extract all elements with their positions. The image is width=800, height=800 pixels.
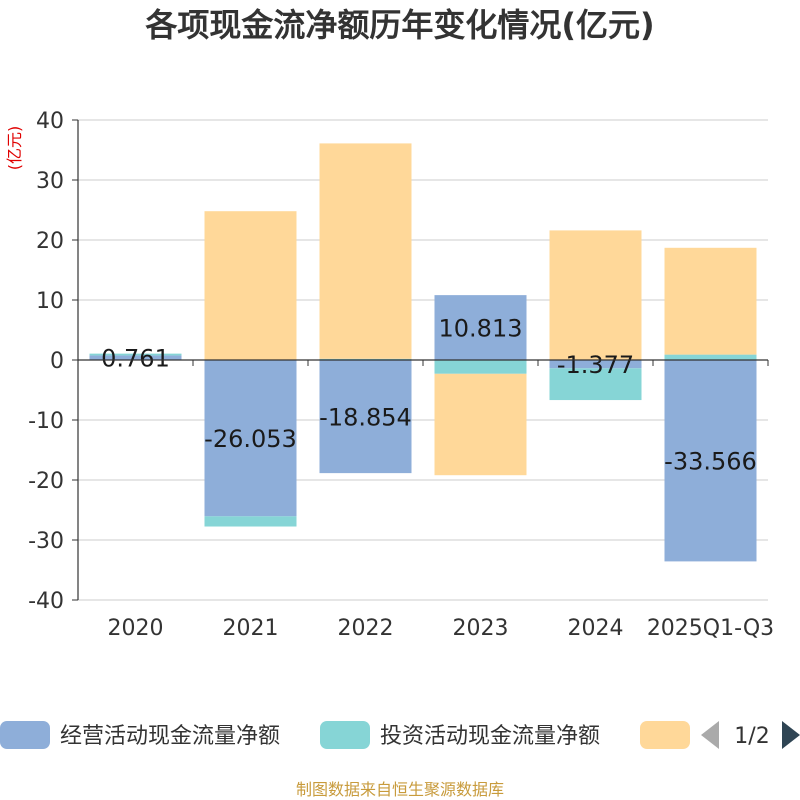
bar-2025Q1-Q3-series-1	[664, 354, 757, 360]
y-axis-unit: (亿元)	[5, 126, 24, 171]
data-labels: 0.761 -26.053 -18.854 10.813 -1.377 -33.566	[77, 315, 769, 476]
bar-2025Q1-Q3-series-0	[664, 360, 757, 562]
data-label: -1.377	[557, 351, 634, 379]
source-footer: 制图数据来自恒生聚源数据库	[296, 780, 504, 799]
x-tick-label: 2022	[338, 616, 394, 641]
x-tick-label: 2023	[453, 616, 509, 641]
legend: 经营活动现金流量净额 投资活动现金流量净额 1/2	[0, 721, 800, 749]
chart-title: 各项现金流净额历年变化情况(亿元)	[145, 6, 654, 44]
x-tick-label: 2021	[223, 616, 279, 641]
bar-2020-series-1	[89, 353, 182, 356]
bar-2021-series-1	[204, 516, 297, 527]
y-tick-label: -10	[28, 409, 64, 434]
x-tick-label: 2024	[568, 616, 624, 641]
axes: 40 30 20 10 0 -10 -20 -30 -40 2020 2021 2022 2023 202…	[28, 109, 774, 641]
bar-2023-series-2	[434, 373, 527, 476]
bar-2023-series-1	[434, 360, 527, 374]
y-tick-label: 0	[50, 349, 64, 374]
legend-label-1[interactable]: 投资活动现金流量净额	[380, 724, 600, 749]
data-label: -18.854	[319, 404, 412, 432]
data-label: -33.566	[664, 448, 757, 476]
legend-swatch-0[interactable]	[0, 721, 50, 749]
data-label: 0.761	[101, 345, 170, 373]
bar-2020-series-0	[89, 355, 182, 360]
legend-swatch-1[interactable]	[320, 721, 370, 749]
data-label: -26.053	[204, 425, 297, 453]
y-tick-label: -30	[28, 529, 64, 554]
x-tick-label: 2025Q1-Q3	[647, 616, 774, 641]
bar-series	[89, 143, 757, 562]
bar-2024-series-1	[549, 368, 642, 401]
y-tick-label: -20	[28, 469, 64, 494]
legend-page-indicator: 1/2	[734, 724, 769, 749]
legend-next-icon[interactable]	[782, 721, 800, 749]
legend-prev-icon[interactable]	[701, 721, 719, 749]
y-tick-label: 40	[36, 109, 64, 134]
x-tick-label: 2020	[108, 616, 164, 641]
y-tick-label: 30	[36, 169, 64, 194]
bar-2022-series-2	[319, 143, 412, 359]
bar-2022-series-0	[319, 360, 412, 474]
legend-label-0[interactable]: 经营活动现金流量净额	[60, 724, 280, 749]
y-tick-label: -40	[28, 589, 64, 614]
bar-2023-series-0	[434, 295, 527, 360]
bar-2024-series-2	[549, 230, 642, 360]
bar-2021-series-2	[204, 211, 297, 360]
bar-2021-series-0	[204, 360, 297, 517]
y-tick-label: 10	[36, 289, 64, 314]
data-label: 10.813	[439, 315, 523, 343]
bar-2024-series-0	[549, 360, 642, 369]
legend-swatch-2[interactable]	[640, 721, 690, 749]
y-tick-label: 20	[36, 229, 64, 254]
bar-2025Q1-Q3-series-2	[664, 247, 757, 355]
